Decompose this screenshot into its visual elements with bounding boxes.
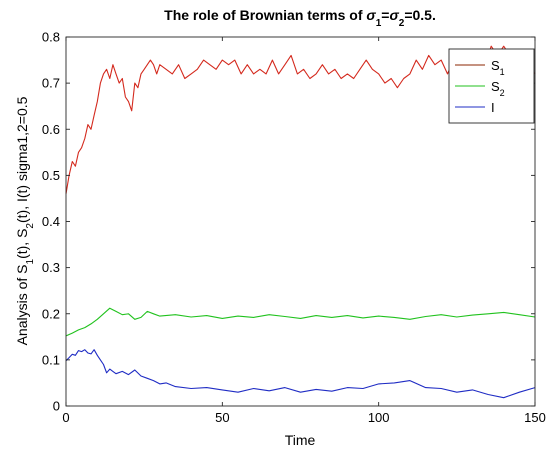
chart-title-prefix: The role of Brownian terms of: [164, 7, 366, 23]
legend-label-i-text: I: [491, 100, 495, 115]
y-tick-label-5: 0.5: [42, 168, 60, 183]
legend-label-s2-text: S: [491, 79, 500, 94]
y-tick-label-2: 0.2: [42, 306, 60, 321]
y-axis-label: Analysis of S1(t), S2(t), I(t) sigma1,2=…: [14, 96, 36, 345]
x-tick-label-3: 150: [524, 410, 546, 425]
series-line-s2: [65, 307, 536, 337]
y-axis-label-sub-2: 2: [25, 223, 36, 229]
x-tick-label-2: 100: [368, 410, 390, 425]
y-tick-label-8: 0.8: [42, 30, 60, 45]
y-tick-label-0: 0: [53, 399, 60, 414]
y-axis-label-part-3: (t), I(t) sigma1,2=0.5: [14, 96, 30, 223]
legend-label-s1-sub: 1: [500, 67, 505, 77]
y-tick-label-1: 0.1: [42, 352, 60, 367]
chart-title: The role of Brownian terms of σ1=σ2=0.5.: [164, 7, 436, 29]
x-tick-label-0: 0: [62, 410, 69, 425]
y-tick-label-6: 0.6: [42, 122, 60, 137]
plot-frame: [65, 36, 536, 407]
x-axis-label: Time: [285, 432, 316, 448]
chart-title-sigma-1: σ: [366, 7, 376, 23]
series-line-s1: [65, 45, 536, 194]
y-tick-label-4: 0.4: [42, 214, 60, 229]
chart-title-suffix: =0.5.: [404, 7, 436, 23]
y-axis-label-part-1: Analysis of S: [14, 264, 30, 345]
chart-title-sub-2: 2: [399, 18, 405, 29]
legend-label-s1: S1: [491, 58, 505, 77]
y-tick-label-3: 0.3: [42, 260, 60, 275]
chart-title-sub-1: 1: [376, 18, 382, 29]
chart-title-sigma-2: σ: [389, 7, 399, 23]
y-tick-label-7: 0.7: [42, 76, 60, 91]
chart-title-eq: =: [381, 7, 389, 23]
legend-label-s2: S2: [491, 79, 505, 98]
y-axis-label-part-2: (t), S: [14, 229, 30, 259]
tick-layer: 0 50 100 150 0 0.1 0.2 0.3 0.4 0.5 0.6 0.7 0.8: [42, 30, 546, 426]
legend-label-s1-text: S: [491, 58, 500, 73]
legend-label-s2-sub: 2: [500, 88, 505, 98]
x-tick-label-1: 50: [215, 410, 229, 425]
y-axis-label-sub-1: 1: [25, 258, 36, 264]
series-line-i: [65, 349, 536, 399]
legend-label-i: I: [491, 100, 495, 115]
series-layer: [65, 45, 536, 399]
legend: S1 S2 I: [448, 48, 535, 124]
